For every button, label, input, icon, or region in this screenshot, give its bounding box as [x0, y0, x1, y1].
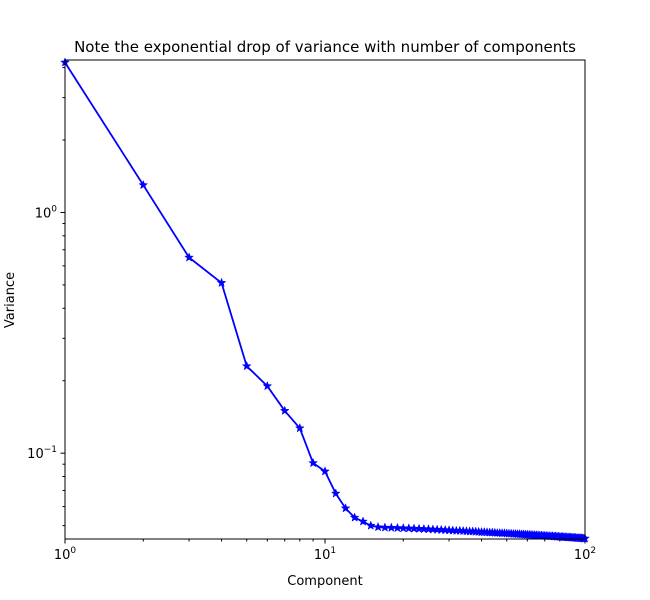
data-point [373, 521, 384, 532]
x-tick-label: 101 [314, 546, 336, 563]
data-point [279, 405, 290, 416]
x-axis-ticks: 100 101 102 [54, 539, 596, 563]
chart-title: Note the exponential drop of variance wi… [74, 38, 576, 56]
data-point [365, 520, 376, 530]
x-tick-label: 100 [54, 546, 77, 563]
data-point [294, 422, 305, 433]
series-markers [60, 57, 590, 543]
data-point [184, 252, 195, 262]
data-point [308, 457, 319, 468]
data-point [216, 277, 227, 288]
data-point [262, 380, 273, 391]
data-point [320, 466, 330, 476]
data-point [330, 488, 341, 498]
y-axis-label: Variance [3, 272, 18, 328]
x-axis-label: Component [287, 574, 362, 589]
data-point [340, 503, 351, 513]
data-point [349, 512, 360, 522]
data-point [358, 516, 368, 526]
x-tick-label: 102 [574, 546, 596, 563]
data-point [138, 179, 149, 190]
plot-area [60, 57, 590, 543]
plot-frame [64, 59, 586, 540]
y-tick-label: 10−1 [27, 445, 57, 462]
y-tick-label: 100 [35, 204, 58, 221]
data-point [241, 360, 252, 371]
